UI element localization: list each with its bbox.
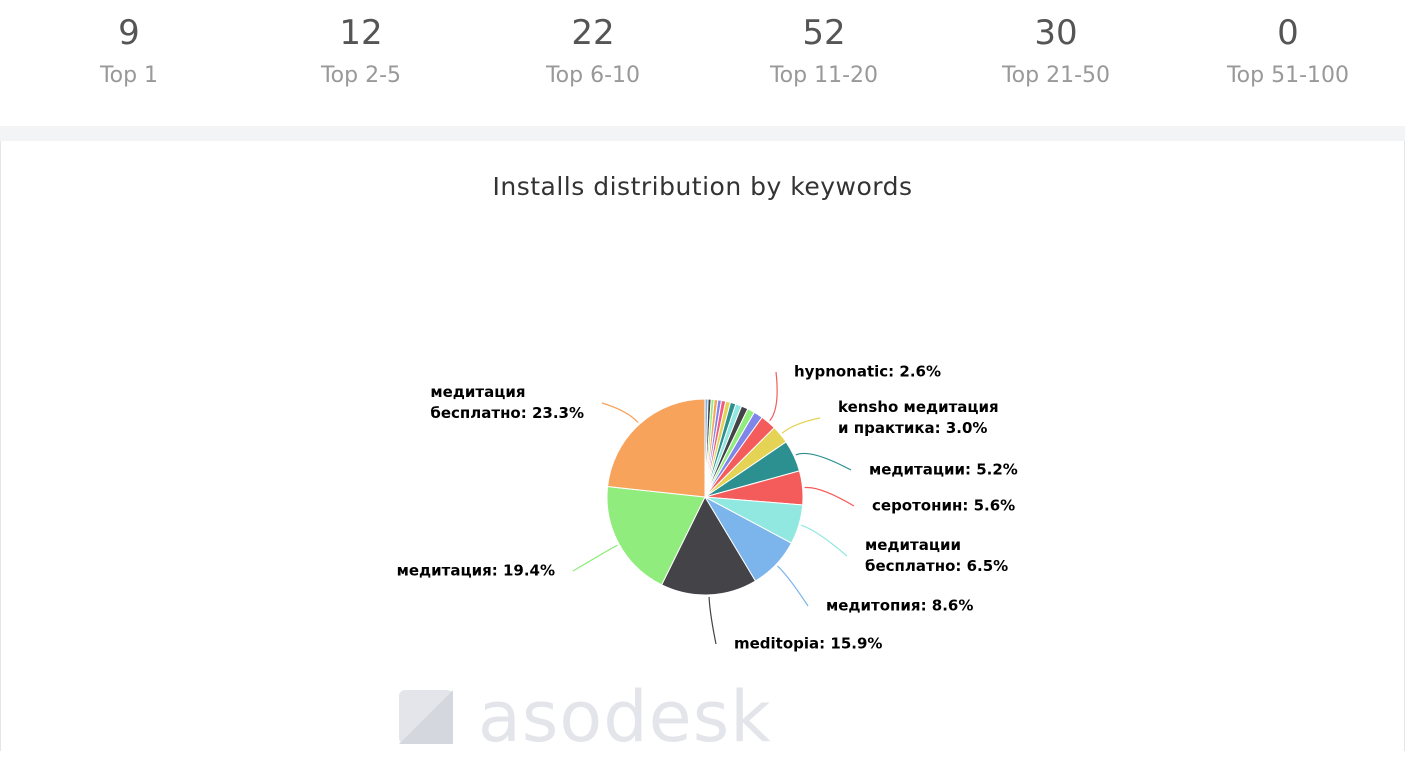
stat: 9 Top 1 xyxy=(29,10,229,96)
stat-value: 9 xyxy=(118,13,140,53)
connector xyxy=(777,565,809,607)
stat-value: 22 xyxy=(571,13,615,53)
pie-slice xyxy=(660,495,757,596)
stat-label: Top 6-10 xyxy=(545,63,641,88)
watermark-logo xyxy=(399,690,453,744)
pie-slice xyxy=(606,486,706,586)
chart-title: Installs distribution by keywords xyxy=(492,172,913,201)
stat: 12 Top 2-5 xyxy=(261,10,461,96)
stat-value: 30 xyxy=(1034,13,1078,53)
separator xyxy=(0,126,1405,141)
connector xyxy=(804,486,855,507)
stat: 30 Top 21-50 xyxy=(956,10,1156,96)
watermark: asodesk xyxy=(478,676,772,758)
stat-label: Top 2-5 xyxy=(320,63,402,88)
data-label: медитация бесплатно: 23.3% xyxy=(430,383,584,422)
stat-label: Top 11-20 xyxy=(769,63,879,88)
stat-label: Top 21-50 xyxy=(1001,63,1111,88)
data-label: серотонин: 5.6% xyxy=(872,496,1016,515)
connector xyxy=(708,596,717,645)
connector xyxy=(601,402,639,424)
pie-slice xyxy=(607,398,706,498)
stat: 0 Top 51-100 xyxy=(1188,10,1388,96)
stat: 22 Top 6-10 xyxy=(493,10,693,96)
stat-value: 0 xyxy=(1277,13,1299,53)
connector xyxy=(795,452,852,471)
stat: 52 Top 11-20 xyxy=(724,10,924,96)
data-label: медитопия: 8.6% xyxy=(826,596,974,615)
stat-value: 52 xyxy=(802,13,846,53)
stat-label: Top 1 xyxy=(99,63,159,88)
data-label: медитация: 19.4% xyxy=(396,561,555,580)
stat-value: 12 xyxy=(339,13,383,53)
data-label: медитации бесплатно: 6.5% xyxy=(865,536,1009,575)
data-label: meditopia: 15.9% xyxy=(734,634,883,653)
connector xyxy=(769,371,778,422)
connector xyxy=(572,544,618,572)
data-label: kensho медитация и практика: 3.0% xyxy=(838,398,999,437)
connector xyxy=(781,417,821,434)
data-label: hypnonatic: 2.6% xyxy=(794,362,942,381)
data-label: медитации: 5.2% xyxy=(869,460,1018,479)
stat-label: Top 51-100 xyxy=(1226,63,1350,88)
connector xyxy=(800,524,848,557)
